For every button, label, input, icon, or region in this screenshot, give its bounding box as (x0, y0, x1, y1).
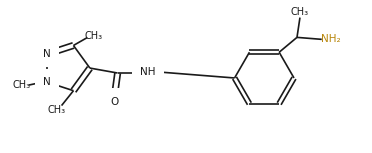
Text: NH₂: NH₂ (321, 34, 340, 44)
Text: CH₃: CH₃ (84, 31, 102, 41)
Text: CH₃: CH₃ (12, 80, 30, 90)
Text: O: O (110, 97, 119, 107)
Text: NH: NH (140, 67, 155, 76)
Text: N: N (43, 77, 51, 87)
Text: CH₃: CH₃ (48, 104, 66, 115)
Text: CH₃: CH₃ (291, 7, 309, 17)
Text: N: N (43, 49, 51, 59)
